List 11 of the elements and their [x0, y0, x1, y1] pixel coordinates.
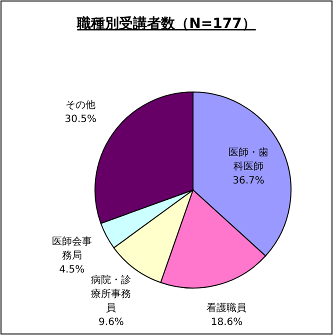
slice-label: 医師会事務局 [52, 235, 92, 262]
slice-label: 病院・診療所事務員 [91, 274, 132, 314]
slice-label: その他 [66, 99, 96, 112]
data-label: 36.7% [232, 175, 264, 186]
slice-label: 医師・歯科医師 [228, 146, 269, 172]
chart-title: 職種別受講者数（N=177） [76, 15, 256, 32]
data-label: 30.5% [64, 114, 97, 126]
data-label: 9.6% [98, 317, 124, 328]
data-label: 18.6% [210, 317, 243, 328]
data-label: 4.5% [59, 264, 85, 276]
slice-label: 看護職員 [206, 302, 247, 314]
